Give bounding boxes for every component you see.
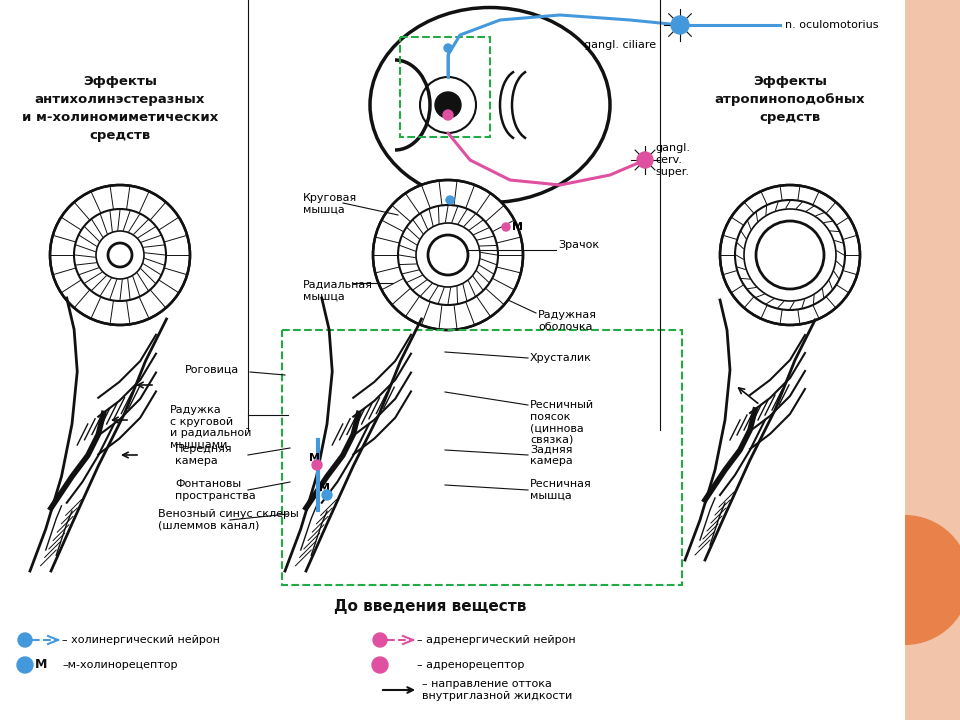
Circle shape	[444, 44, 452, 52]
Text: Эффекты
антихолинэстеразных
и м-холиномиметических
средств: Эффекты антихолинэстеразных и м-холиноми…	[22, 75, 218, 142]
Text: – адренергический нейрон: – адренергический нейрон	[417, 635, 576, 645]
Circle shape	[17, 657, 33, 673]
Circle shape	[372, 657, 388, 673]
Text: gangl.
cerv.
super.: gangl. cerv. super.	[655, 143, 690, 176]
Text: – направление оттока
внутриглазной жидкости: – направление оттока внутриглазной жидко…	[422, 679, 572, 701]
Text: До введения веществ: До введения веществ	[334, 600, 526, 614]
Circle shape	[428, 235, 468, 275]
Text: М: М	[512, 222, 523, 232]
Text: Ресничный
поясок
(циннова
связка): Ресничный поясок (циннова связка)	[530, 400, 594, 445]
Text: М: М	[309, 453, 320, 463]
Text: – адренорецептор: – адренорецептор	[417, 660, 524, 670]
Circle shape	[637, 152, 653, 168]
Circle shape	[108, 243, 132, 267]
Text: Радужка
с круговой
и радиальной
мышцами: Радужка с круговой и радиальной мышцами	[170, 405, 252, 450]
Circle shape	[373, 633, 387, 647]
Text: Круговая
мышца: Круговая мышца	[303, 193, 357, 215]
Circle shape	[446, 196, 454, 204]
Circle shape	[671, 16, 689, 34]
Text: Фонтановы
пространства: Фонтановы пространства	[175, 480, 255, 501]
Text: Радужная
оболочка: Радужная оболочка	[538, 310, 597, 332]
Text: –м-холинорецептор: –м-холинорецептор	[62, 660, 178, 670]
Text: Хрусталик: Хрусталик	[530, 353, 592, 363]
Text: Передняя
камера: Передняя камера	[175, 444, 232, 466]
Circle shape	[312, 460, 322, 470]
Text: М: М	[319, 483, 330, 493]
Text: М: М	[35, 659, 47, 672]
Circle shape	[18, 633, 32, 647]
Circle shape	[435, 92, 461, 118]
Circle shape	[443, 110, 453, 120]
Circle shape	[373, 180, 523, 330]
Text: – холинергический нейрон: – холинергический нейрон	[62, 635, 220, 645]
Circle shape	[720, 185, 860, 325]
Text: Венозный синус склеры
(шлеммов канал): Венозный синус склеры (шлеммов канал)	[158, 509, 299, 531]
Circle shape	[50, 185, 190, 325]
Text: gangl. ciliare: gangl. ciliare	[584, 40, 656, 50]
Circle shape	[502, 223, 510, 231]
Bar	[400, 37, 490, 137]
Circle shape	[322, 490, 332, 500]
Bar	[282, 330, 682, 585]
Circle shape	[756, 221, 824, 289]
Text: Эффекты
атропиноподобных
средств: Эффекты атропиноподобных средств	[715, 75, 865, 124]
Text: Радиальная
мышца: Радиальная мышца	[303, 280, 373, 302]
Text: Зрачок: Зрачок	[558, 240, 599, 250]
Text: Ресничная
мышца: Ресничная мышца	[530, 480, 591, 501]
Wedge shape	[905, 515, 960, 645]
Text: Задняя
камера: Задняя камера	[530, 444, 573, 466]
Text: Роговица: Роговица	[185, 365, 239, 375]
Text: n. oculomotorius: n. oculomotorius	[785, 20, 878, 30]
